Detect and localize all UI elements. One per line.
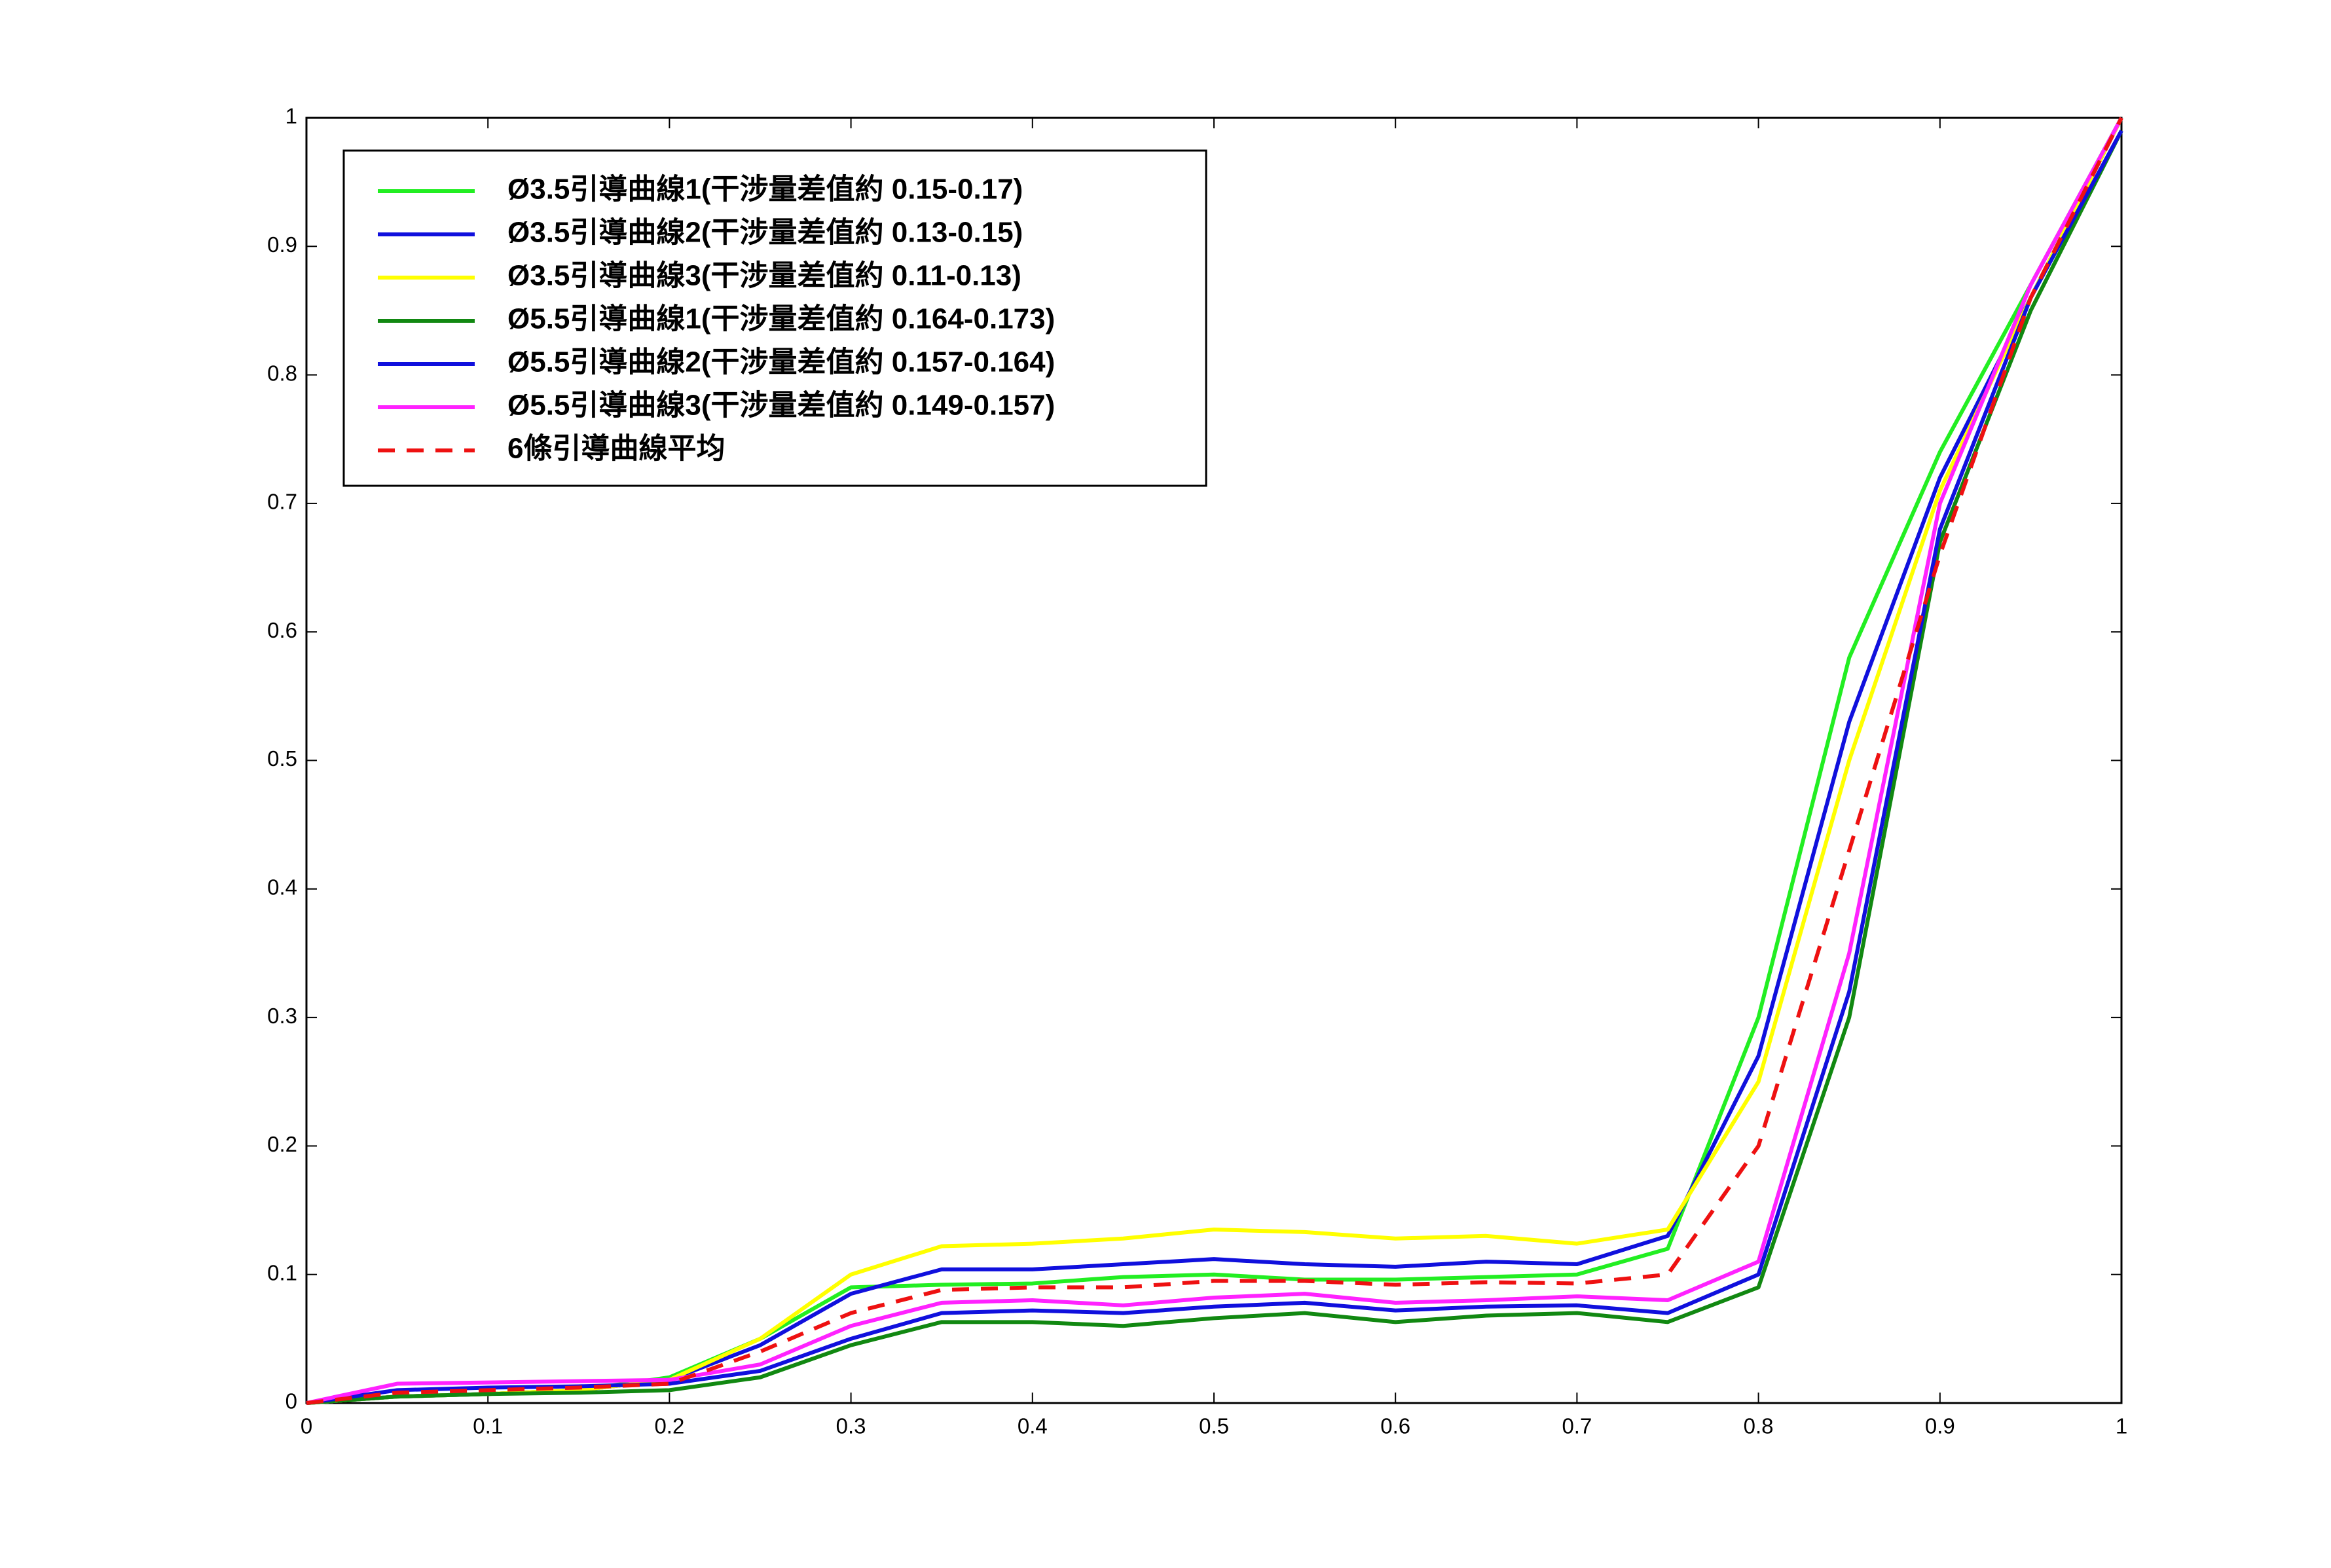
y-tick-label: 0.5 (267, 746, 297, 771)
y-tick-label: 0.1 (267, 1260, 297, 1285)
y-tick-label: 0.8 (267, 361, 297, 385)
y-tick-label: 0.3 (267, 1004, 297, 1028)
y-tick-label: 0.9 (267, 232, 297, 257)
y-tick-label: 0.2 (267, 1132, 297, 1156)
y-tick-label: 0 (285, 1389, 297, 1413)
x-tick-label: 0 (301, 1414, 312, 1438)
legend-label: Ø5.5引導曲線1(干涉量差值約 0.164-0.173) (507, 303, 1055, 335)
series-line (306, 130, 2123, 1405)
y-tick-label: 1 (285, 104, 297, 128)
x-tick-label: 0.4 (1018, 1414, 1048, 1438)
x-tick-label: 0.1 (473, 1414, 503, 1438)
series-line (306, 117, 2123, 1405)
x-tick-label: 0.2 (654, 1414, 684, 1438)
legend-label: Ø3.5引導曲線2(干涉量差值約 0.13-0.15) (507, 217, 1023, 249)
x-tick-label: 0.5 (1199, 1414, 1229, 1438)
x-tick-label: 0.6 (1380, 1414, 1410, 1438)
y-tick-label: 0.4 (267, 875, 297, 900)
x-tick-label: 1 (2116, 1414, 2127, 1438)
legend-label: Ø5.5引導曲線3(干涉量差值約 0.149-0.157) (507, 390, 1055, 422)
legend-label: Ø3.5引導曲線3(干涉量差值約 0.11-0.13) (507, 260, 1021, 292)
legend-label: Ø3.5引導曲線1(干涉量差值約 0.15-0.17) (507, 173, 1023, 206)
y-tick-label: 0.6 (267, 618, 297, 642)
x-tick-label: 0.8 (1744, 1414, 1774, 1438)
legend-box (342, 149, 1207, 487)
x-tick-label: 0.3 (836, 1414, 866, 1438)
legend-label: 6條引導曲線平均 (507, 433, 725, 465)
y-tick-label: 0.7 (267, 490, 297, 514)
x-tick-label: 0.9 (1925, 1414, 1955, 1438)
series-line (306, 117, 2123, 1405)
x-tick-label: 0.7 (1562, 1414, 1592, 1438)
legend-label: Ø5.5引導曲線2(干涉量差值約 0.157-0.164) (507, 346, 1055, 378)
